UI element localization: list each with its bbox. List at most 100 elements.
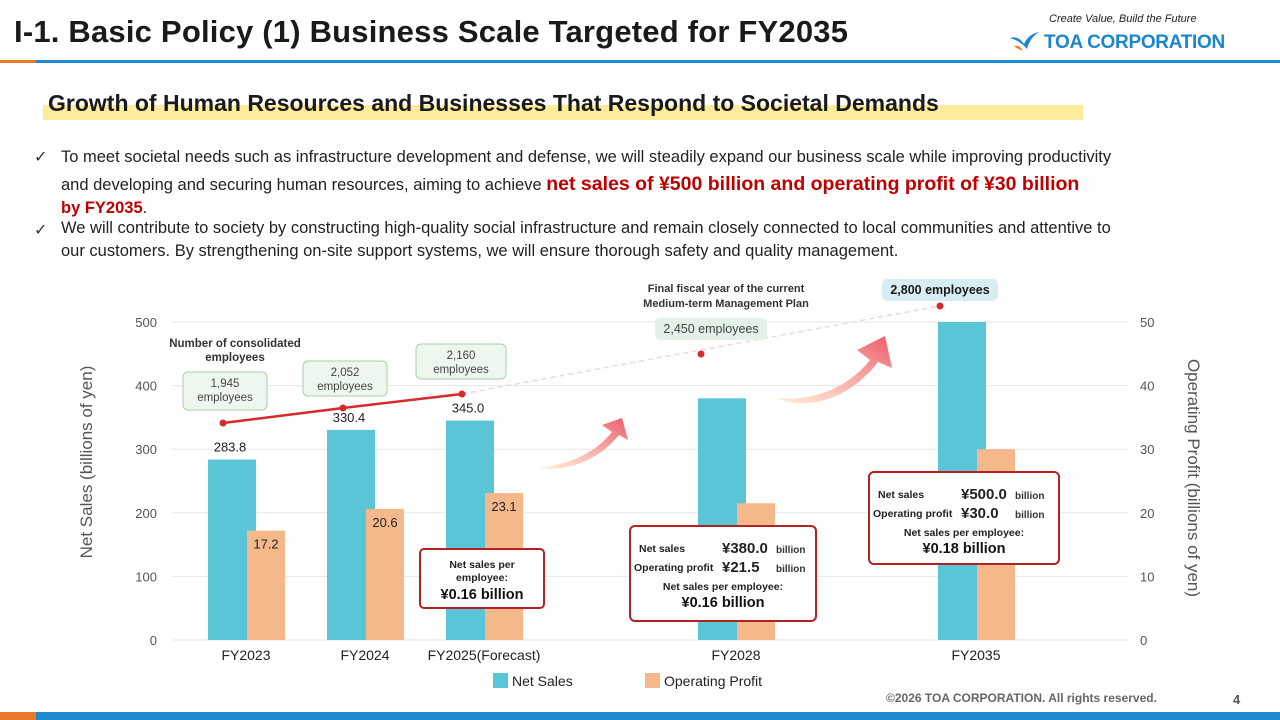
x-tick-label: FY2035 [951, 647, 1000, 663]
net-sales-unit: billion [776, 545, 805, 556]
bullet-1: ✓ To meet societal needs such as infrast… [34, 144, 1271, 217]
footer-bar [0, 712, 1280, 720]
operating-profit-value: ¥30.0 [961, 505, 999, 522]
net-sales-bar [446, 420, 494, 640]
y-left-tick-label: 0 [150, 633, 157, 648]
per-employee-value: ¥0.18 billion [923, 541, 1006, 557]
employee-count-box [415, 343, 507, 380]
checkmark-icon: ✓ [34, 149, 48, 166]
company-logo: TOA CORPORATION [1008, 30, 1225, 56]
per-employee-value: ¥0.16 billion [441, 587, 524, 603]
employee-count-value: 2,160 [447, 350, 476, 362]
operating-profit-bar [977, 449, 1015, 640]
employees-point [936, 302, 944, 310]
legend-net-sales-label: Net Sales [512, 673, 573, 689]
employee-count-unit: employees [317, 381, 373, 393]
y-left-tick-label: 500 [135, 315, 157, 330]
employee-count-label: 2,800 employees [890, 283, 989, 297]
bullet-1-line-2: and developing and securing human resour… [61, 171, 1271, 199]
page-number: 4 [1233, 692, 1241, 707]
operating-profit-label: Operating profit [873, 508, 953, 520]
employee-count-box [882, 279, 998, 301]
per-employee-label: Net sales per employee: [663, 581, 783, 593]
bullet-2-line-2: our customers. By strengthening on-site … [61, 242, 899, 260]
y-right-tick-label: 30 [1140, 442, 1154, 457]
per-employee-value: ¥0.16 billion [682, 595, 765, 611]
y-left-tick-label: 400 [135, 379, 157, 394]
subtitle-text: Growth of Human Resources and Businesses… [48, 90, 939, 116]
y-right-tick-label: 0 [1140, 633, 1147, 648]
employees-trend-line [222, 392, 463, 425]
bullet-2: ✓ We will contribute to society by const… [34, 217, 1271, 263]
y-right-tick-label: 50 [1140, 315, 1154, 330]
legend-net-sales-swatch [493, 673, 508, 688]
employees-point [219, 419, 227, 427]
net-sales-label: Net sales [639, 543, 685, 555]
operating-profit-data-label: 17.2 [253, 537, 278, 552]
y-right-tick-label: 40 [1140, 379, 1154, 394]
subtitle-highlight [43, 105, 1083, 120]
operating-profit-unit: billion [776, 564, 805, 575]
employee-count-box [655, 318, 767, 340]
operating-profit-bar [737, 503, 775, 640]
page-title: I-1. Basic Policy (1) Business Scale Tar… [14, 14, 849, 49]
net-sales-value: ¥500.0 [961, 486, 1007, 503]
y-left-tick-label: 200 [135, 506, 157, 521]
employees-point [697, 350, 705, 358]
y-right-tick-label: 20 [1140, 506, 1154, 521]
net-sales-bar [938, 322, 986, 640]
employee-count-value: 1,945 [211, 378, 240, 390]
final-year-note-line-2: Medium-term Management Plan [643, 298, 809, 310]
y-right-axis-label: Operating Profit (billions of yen) [1184, 359, 1203, 597]
employees-title-line-1: Number of consolidated [169, 338, 301, 350]
operating-profit-unit: billion [1015, 510, 1044, 521]
growth-arrow-1 [538, 418, 628, 469]
employee-count-value: 2,052 [331, 367, 360, 379]
per-employee-label: Net sales per employee: [904, 527, 1024, 539]
header-divider-accent [0, 60, 36, 63]
header-divider [0, 60, 1280, 63]
section-subtitle: Growth of Human Resources and Businesses… [43, 88, 1083, 121]
operating-profit-data-label: 23.1 [491, 499, 516, 514]
bullet-1-highlight: net sales of ¥500 billion and operating … [546, 173, 1080, 195]
bullet-2-line-1: We will contribute to society by constru… [61, 219, 1111, 237]
x-tick-label: FY2028 [711, 647, 760, 663]
x-tick-label: FY2024 [340, 647, 389, 663]
growth-arrow-2 [775, 336, 892, 404]
bullet-1-line-3: by FY2035. [61, 199, 1271, 217]
per-employee-box-fy2025 [419, 548, 545, 609]
operating-profit-value: ¥21.5 [722, 559, 760, 576]
checkmark-icon: ✓ [34, 222, 48, 239]
footer-bar-accent [0, 712, 36, 720]
y-left-axis-label: Net Sales (billions of yen) [77, 366, 96, 559]
bullet-1-line-1: To meet societal needs such as infrastru… [61, 148, 1112, 166]
per-employee-label-line-1: Net sales per [449, 559, 514, 571]
logo-text: TOA CORPORATION [1044, 32, 1225, 53]
net-sales-data-label: 345.0 [452, 401, 485, 416]
y-right-tick-label: 10 [1140, 569, 1154, 584]
copyright-notice: ©2026 TOA CORPORATION. All rights reserv… [886, 691, 1157, 705]
operating-profit-bar [366, 508, 404, 640]
net-sales-value: ¥380.0 [722, 540, 768, 557]
bullet-1-period: . [142, 199, 148, 217]
target-box-fy2035 [868, 471, 1060, 565]
final-year-note-line-1: Final fiscal year of the current [648, 283, 805, 295]
employees-title-line-2: employees [205, 352, 264, 364]
employee-count-unit: employees [433, 364, 489, 376]
per-employee-label-line-2: employee: [456, 572, 508, 584]
employee-count-label: 2,450 employees [663, 322, 758, 336]
operating-profit-label: Operating profit [634, 562, 714, 574]
operating-profit-bar [485, 493, 523, 640]
net-sales-bar [327, 429, 375, 640]
bullet-1-target-year: by FY2035 [61, 199, 143, 217]
x-tick-label: FY2023 [221, 647, 270, 663]
net-sales-data-label: 283.8 [214, 440, 247, 455]
bird-logo-icon [1010, 32, 1039, 51]
target-box-fy2028 [629, 525, 817, 622]
net-sales-label: Net sales [878, 489, 924, 501]
net-sales-bar [208, 459, 256, 640]
employees-point [339, 404, 347, 412]
operating-profit-bar [247, 530, 285, 640]
net-sales-bar [698, 398, 746, 640]
employees-projection-line [461, 305, 941, 395]
